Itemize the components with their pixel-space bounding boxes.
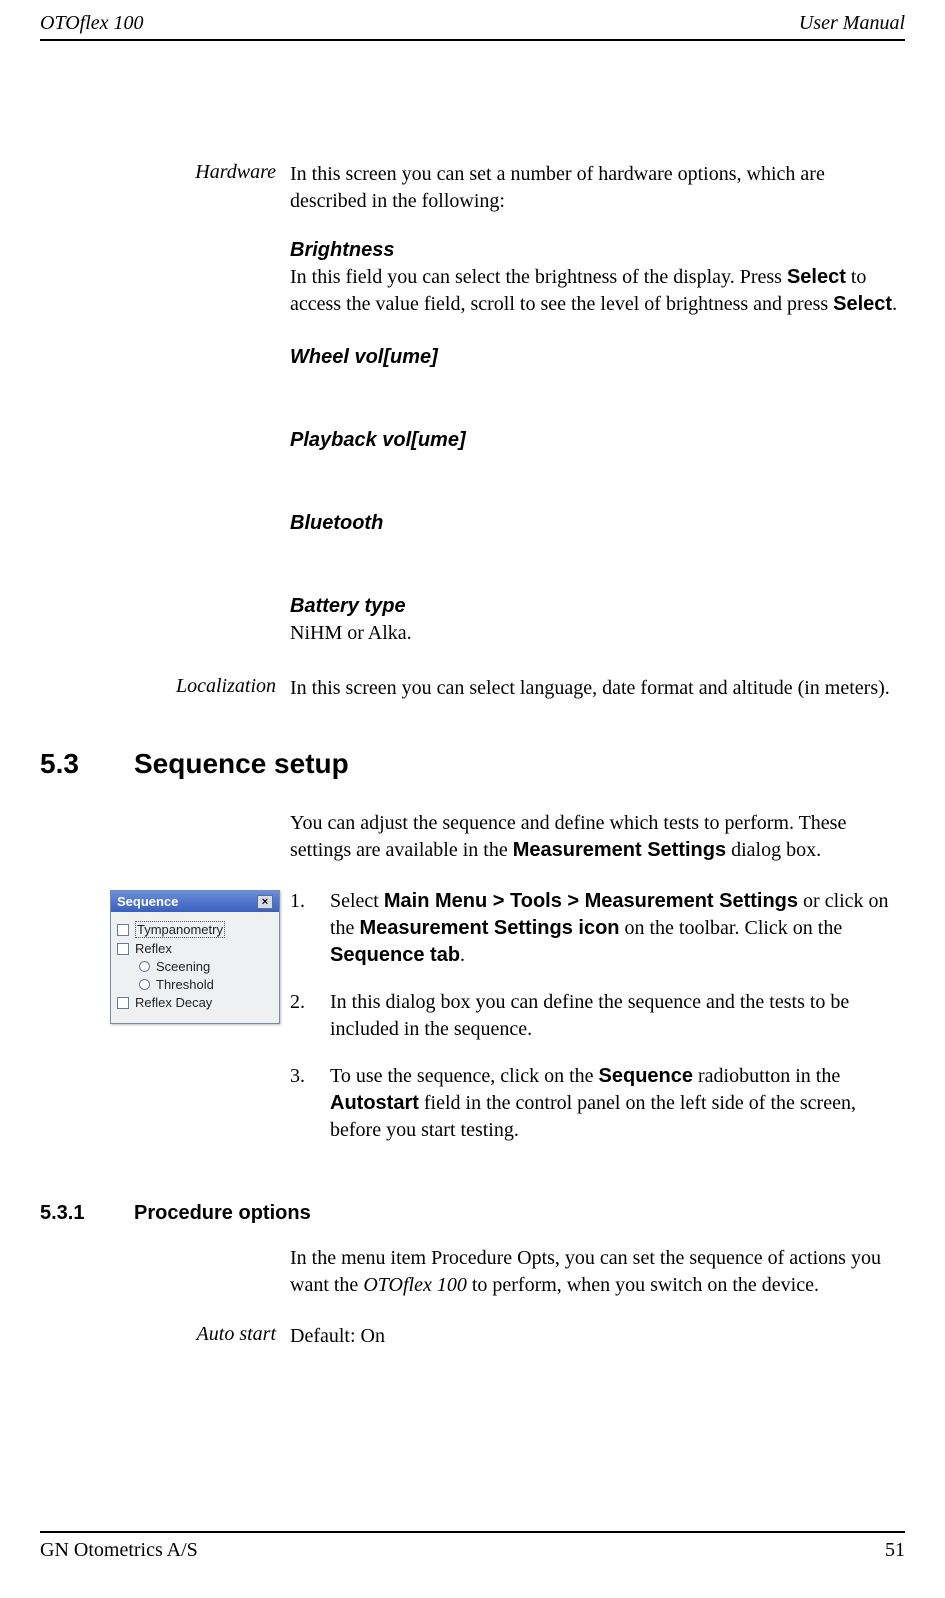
section-5-3-1-text-c: to perform, when you switch on the devic… bbox=[467, 1274, 819, 1296]
sequence-panel: Sequence × Tympanometry Reflex bbox=[110, 890, 280, 1024]
step-3-num: 3. bbox=[290, 1063, 330, 1144]
section-5-3-heading: 5.3 Sequence setup bbox=[40, 748, 905, 780]
close-icon[interactable]: × bbox=[257, 895, 273, 909]
footer-page-number: 51 bbox=[885, 1539, 905, 1562]
seq-item-tympanometry-label: Tympanometry bbox=[135, 921, 225, 938]
step-2: 2. In this dialog box you can define the… bbox=[290, 989, 905, 1043]
otoflex-100-italic: OTOflex 100 bbox=[363, 1274, 467, 1296]
radio-icon[interactable] bbox=[139, 961, 150, 972]
footer-rule bbox=[40, 1531, 905, 1533]
step-3: 3. To use the sequence, click on the Seq… bbox=[290, 1063, 905, 1144]
step-3-b: Sequence bbox=[599, 1065, 693, 1087]
auto-start-label: Auto start bbox=[40, 1323, 290, 1354]
section-5-3-num: 5.3 bbox=[40, 748, 134, 780]
brightness-text-c: . bbox=[892, 293, 897, 315]
step-1-b: Main Menu > Tools > Measurement Settings bbox=[384, 890, 798, 912]
step-1-a: Select bbox=[330, 890, 384, 912]
seq-item-reflex[interactable]: Reflex bbox=[117, 941, 273, 956]
section-5-3-1-num: 5.3.1 bbox=[40, 1202, 134, 1225]
seq-item-reflex-decay-label: Reflex Decay bbox=[135, 995, 212, 1010]
checkbox-icon[interactable] bbox=[117, 943, 129, 955]
checkbox-icon[interactable] bbox=[117, 924, 129, 936]
seq-item-threshold-label: Threshold bbox=[156, 977, 214, 992]
step-1-e: on the toolbar. Click on the bbox=[620, 917, 843, 939]
section-5-3-title: Sequence setup bbox=[134, 748, 349, 780]
localization-label: Localization bbox=[40, 675, 290, 706]
brightness-select-1: Select bbox=[787, 266, 846, 288]
step-2-num: 2. bbox=[290, 989, 330, 1043]
seq-item-reflex-decay[interactable]: Reflex Decay bbox=[117, 995, 273, 1010]
page-footer: GN Otometrics A/S 51 bbox=[40, 1531, 905, 1562]
section-5-3-1-heading: 5.3.1 Procedure options bbox=[40, 1202, 905, 1225]
step-3-a: To use the sequence, click on the bbox=[330, 1065, 599, 1087]
checkbox-icon[interactable] bbox=[117, 997, 129, 1009]
playback-vol-heading: Playback vol[ume] bbox=[290, 427, 905, 454]
localization-text: In this screen you can select language, … bbox=[290, 675, 905, 702]
section-5-3-1-title: Procedure options bbox=[134, 1202, 311, 1225]
seq-item-tympanometry[interactable]: Tympanometry bbox=[117, 921, 273, 938]
brightness-text-a: In this field you can select the brightn… bbox=[290, 266, 787, 288]
seq-item-reflex-label: Reflex bbox=[135, 941, 172, 956]
step-2-text: In this dialog box you can define the se… bbox=[330, 989, 905, 1043]
seq-item-threshold[interactable]: Threshold bbox=[117, 977, 273, 992]
step-1: 1. Select Main Menu > Tools > Measuremen… bbox=[290, 888, 905, 969]
step-1-f: Sequence tab bbox=[330, 944, 460, 966]
hardware-intro: In this screen you can set a number of h… bbox=[290, 161, 905, 215]
brightness-heading: Brightness bbox=[290, 237, 905, 264]
page-header: OTOflex 100 User Manual bbox=[40, 0, 905, 35]
hardware-label: Hardware bbox=[40, 161, 290, 651]
section-5-3-intro-c: dialog box. bbox=[726, 839, 821, 861]
battery-type-heading: Battery type bbox=[290, 593, 905, 620]
brightness-select-2: Select bbox=[833, 293, 892, 315]
step-1-num: 1. bbox=[290, 888, 330, 969]
battery-type-text: NiHM or Alka. bbox=[290, 620, 905, 647]
sequence-panel-titlebar: Sequence × bbox=[111, 891, 279, 912]
sequence-panel-title: Sequence bbox=[117, 894, 178, 909]
radio-icon[interactable] bbox=[139, 979, 150, 990]
brightness-text: In this field you can select the brightn… bbox=[290, 264, 905, 318]
section-5-3-1-text: In the menu item Procedure Opts, you can… bbox=[290, 1245, 905, 1299]
measurement-settings-bold: Measurement Settings bbox=[513, 839, 726, 861]
step-3-d: Autostart bbox=[330, 1092, 419, 1114]
section-5-3-intro: You can adjust the sequence and define w… bbox=[290, 810, 905, 864]
header-right: User Manual bbox=[799, 12, 905, 35]
step-3-c: radiobutton in the bbox=[693, 1065, 840, 1087]
step-1-d: Measurement Settings icon bbox=[359, 917, 619, 939]
seq-item-screening[interactable]: Sceening bbox=[117, 959, 273, 974]
header-left: OTOflex 100 bbox=[40, 12, 144, 35]
bluetooth-heading: Bluetooth bbox=[290, 510, 905, 537]
step-1-g: . bbox=[460, 944, 465, 966]
seq-item-screening-label: Sceening bbox=[156, 959, 210, 974]
wheel-vol-heading: Wheel vol[ume] bbox=[290, 344, 905, 371]
footer-left: GN Otometrics A/S bbox=[40, 1539, 198, 1562]
auto-start-text: Default: On bbox=[290, 1323, 905, 1350]
